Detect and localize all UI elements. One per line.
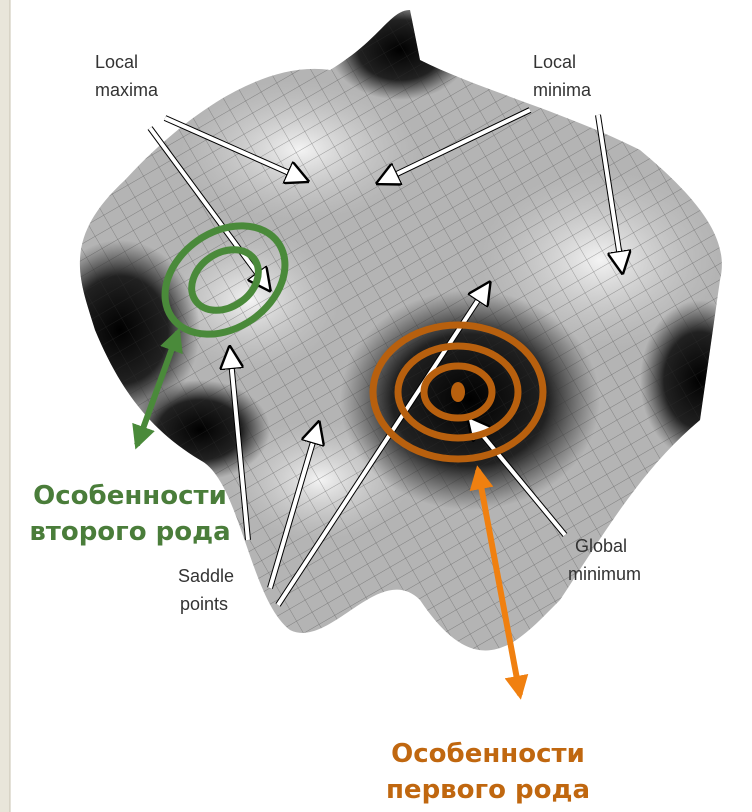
label-line: Global [575,536,627,556]
label-line: Local [95,52,138,72]
diagram: Local maxima Local minima Saddle points … [0,0,752,812]
label-line: maxima [95,80,159,100]
annotation-line: Особенности [33,481,227,511]
label-line: minima [533,80,592,100]
label-line: points [180,594,228,614]
label-line: Saddle [178,566,234,586]
annotation-line: Особенности [391,739,585,769]
annotation-line: первого рода [386,775,590,805]
label-line: Local [533,52,576,72]
side-bar [0,0,10,812]
annotation-line: второго рода [29,517,230,547]
surface [40,0,752,720]
label-line: minimum [568,564,641,584]
first-kind-center [451,382,465,402]
first-kind-label: Особенности первого рода [386,739,590,805]
second-kind-label: Особенности второго рода [29,481,230,547]
page: Local maxima Local minima Saddle points … [0,0,752,812]
